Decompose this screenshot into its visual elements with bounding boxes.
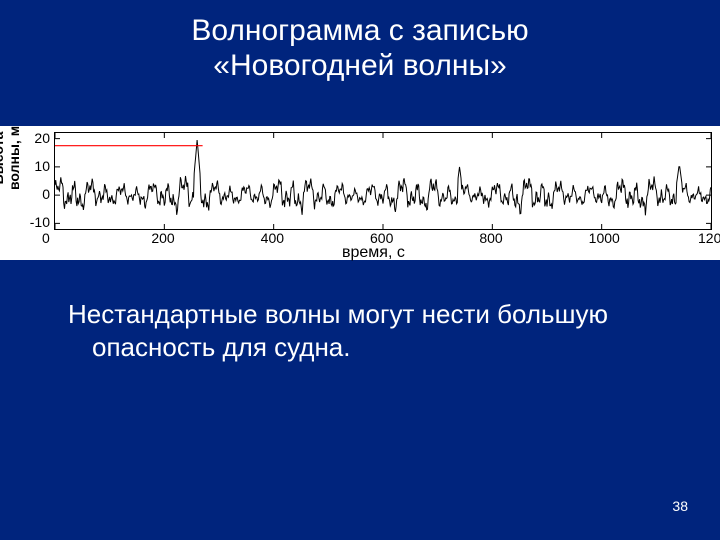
x-tick-label: 200 (151, 230, 174, 246)
title-line-1: Волнограмма с записью (191, 14, 528, 47)
y-tick-label: 10 (34, 158, 50, 174)
wave-chart: Высота волны, м время, с 020040060080010… (0, 126, 720, 260)
x-tick-label: 120 (698, 230, 720, 246)
title-line-2: «Новогодней волны» (213, 49, 506, 82)
x-tick-label: 600 (370, 230, 393, 246)
chart-plot-area (54, 132, 712, 230)
x-tick-label: 800 (479, 230, 502, 246)
x-tick-label: 1000 (589, 230, 620, 246)
y-tick-label: -10 (30, 214, 50, 230)
y-tick-label: 20 (34, 130, 50, 146)
x-axis-label: время, с (342, 244, 405, 262)
x-tick-label: 0 (42, 230, 50, 246)
chart-svg (55, 133, 711, 229)
page-number: 38 (672, 498, 688, 514)
slide-title: Волнограмма с записью «Новогодней волны» (0, 0, 720, 83)
y-tick-label: 0 (42, 186, 50, 202)
axis-ticks (55, 133, 711, 229)
x-tick-label: 400 (261, 230, 284, 246)
y-axis-label: Высота волны, м (0, 126, 22, 190)
wave-series (55, 140, 711, 215)
body-text-content: Нестандартные волны могут нести большую … (38, 298, 678, 363)
slide-body-text: Нестандартные волны могут нести большую … (38, 298, 678, 363)
